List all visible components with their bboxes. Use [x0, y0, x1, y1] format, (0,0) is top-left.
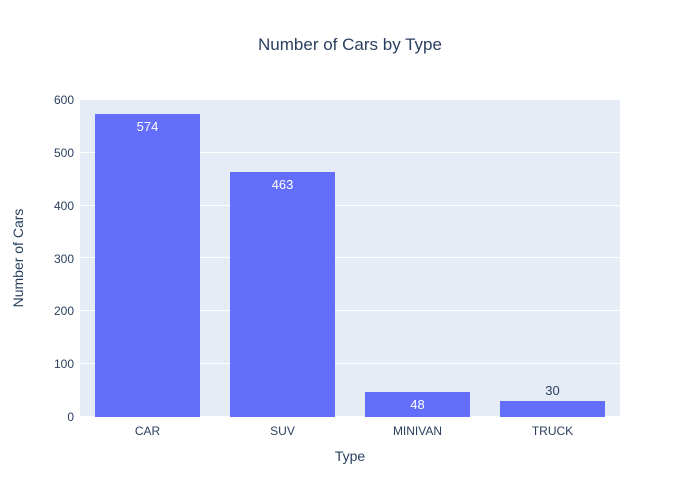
x-tick-label-suv: SUV: [270, 424, 295, 438]
y-tick-label-400: 400: [53, 199, 74, 213]
bar-value-label-truck: 30: [545, 383, 560, 398]
bar-value-label-suv: 463: [271, 177, 294, 192]
y-tick-label-500: 500: [53, 146, 74, 160]
gridline-y-300: [80, 257, 620, 258]
bar-suv: 463: [230, 172, 335, 417]
x-tick-label-car: CAR: [134, 424, 161, 438]
bar-value-label-car: 574: [136, 119, 159, 134]
bar-minivan: 48: [365, 392, 470, 417]
plot-area: 574 463 48 30: [80, 99, 620, 417]
bar-value-label-minivan: 48: [410, 397, 425, 412]
gridline-y-0: [80, 416, 620, 417]
x-axis-title: Type: [334, 448, 366, 464]
y-tick-label-600: 600: [53, 93, 74, 107]
gridline-y-500: [80, 152, 620, 153]
gridline-y-400: [80, 205, 620, 206]
gridline-y-100: [80, 363, 620, 364]
y-tick-label-200: 200: [53, 304, 74, 318]
chart-title: Number of Cars by Type: [258, 35, 442, 54]
bar-truck: [500, 401, 605, 417]
y-tick-label-300: 300: [53, 252, 74, 266]
x-tick-label-minivan: MINIVAN: [392, 424, 443, 438]
y-tick-label-0: 0: [67, 410, 74, 424]
y-tick-label-100: 100: [53, 357, 74, 371]
x-tick-label-truck: TRUCK: [531, 424, 574, 438]
gridline-y-600: [80, 99, 620, 100]
gridline-y-200: [80, 310, 620, 311]
bar-car: 574: [95, 114, 200, 417]
